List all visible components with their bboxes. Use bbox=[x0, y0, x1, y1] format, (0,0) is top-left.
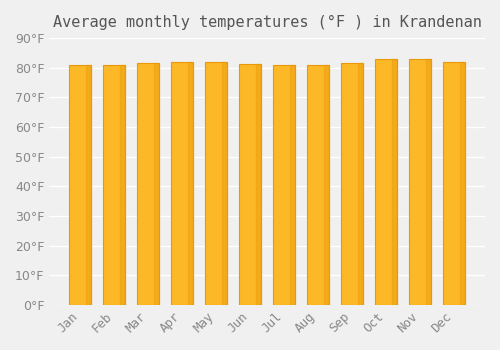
Bar bbox=[256, 64, 261, 305]
Bar bbox=[290, 65, 295, 305]
Bar bbox=[154, 63, 159, 305]
Bar bbox=[375, 59, 397, 305]
Bar bbox=[273, 65, 295, 305]
Bar bbox=[443, 62, 465, 305]
Bar bbox=[460, 62, 465, 305]
Bar bbox=[69, 65, 92, 305]
Bar bbox=[103, 65, 126, 305]
Bar bbox=[205, 62, 227, 305]
Bar bbox=[307, 65, 329, 305]
Title: Average monthly temperatures (°F ) in Krandenan: Average monthly temperatures (°F ) in Kr… bbox=[52, 15, 482, 30]
Bar bbox=[426, 59, 431, 305]
Bar bbox=[137, 63, 159, 305]
Bar bbox=[120, 65, 126, 305]
Bar bbox=[409, 59, 431, 305]
Bar bbox=[86, 65, 91, 305]
Bar bbox=[188, 62, 193, 305]
Bar bbox=[222, 62, 227, 305]
Bar bbox=[239, 64, 261, 305]
Bar bbox=[341, 63, 363, 305]
Bar bbox=[392, 59, 397, 305]
Bar bbox=[171, 62, 193, 305]
Bar bbox=[324, 65, 329, 305]
Bar bbox=[358, 63, 363, 305]
